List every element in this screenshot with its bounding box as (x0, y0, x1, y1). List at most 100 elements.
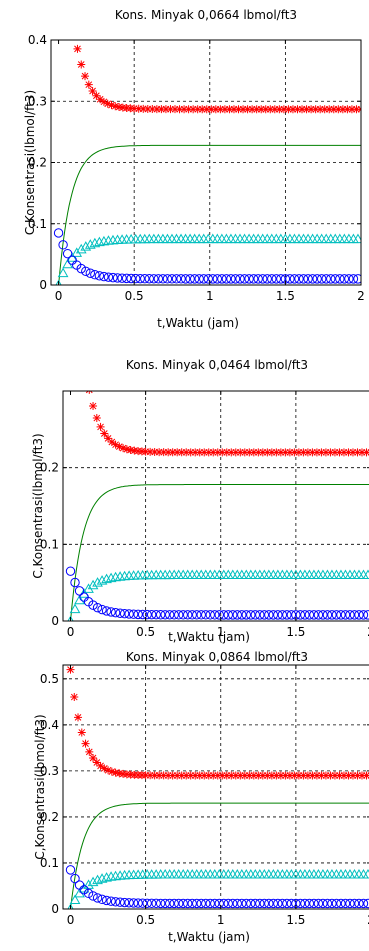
data-point-triangle (335, 569, 347, 579)
data-point-triangle (353, 569, 365, 579)
x-tick-label: 1.5 (276, 289, 295, 303)
x-tick-label: 0 (67, 625, 75, 639)
data-point-triangle (322, 569, 333, 579)
data-point-circle (126, 273, 136, 284)
data-point-circle (110, 607, 121, 618)
data-point-star (316, 105, 325, 114)
data-point-triangle (175, 233, 187, 244)
data-point-star (200, 448, 209, 457)
data-point-triangle (180, 233, 191, 244)
data-point-star (213, 448, 222, 457)
data-point-circle (153, 274, 164, 284)
data-point-triangle (204, 868, 216, 879)
x-tick-label: 1.5 (286, 625, 305, 639)
data-point-circle (70, 873, 80, 884)
data-point-triangle (198, 233, 210, 244)
data-point-circle (65, 566, 76, 576)
data-point-circle (271, 274, 282, 284)
data-point-circle (289, 274, 300, 284)
data-point-star (207, 105, 216, 114)
data-point-circle (230, 274, 241, 284)
data-point-triangle (236, 868, 248, 879)
data-point-circle (92, 602, 103, 613)
x-tick-label: 1.5 (286, 913, 305, 927)
data-point-star (148, 105, 157, 114)
data-point-star (173, 771, 182, 780)
data-point-triangle (150, 569, 162, 580)
data-point-circle (65, 865, 76, 875)
data-point-triangle (128, 869, 139, 879)
data-point-triangle (349, 569, 360, 579)
data-point-triangle (195, 569, 207, 580)
data-point-triangle (344, 569, 356, 579)
data-point-star (166, 105, 175, 114)
data-point-star (279, 105, 288, 114)
data-point-star (270, 105, 279, 114)
data-point-circle (101, 606, 112, 616)
data-point-triangle (263, 569, 275, 579)
data-point-triangle (267, 868, 279, 879)
data-point-star (146, 771, 155, 780)
data-point-triangle (362, 569, 369, 579)
data-point-triangle (344, 868, 356, 879)
data-point-star (89, 402, 98, 411)
data-point-star (96, 95, 105, 104)
y-axis-label: C,Konsentrasi(lbmol/ft3) (33, 714, 47, 859)
plot-area (53, 44, 361, 285)
data-point-star (146, 447, 155, 456)
data-point-triangle (352, 233, 361, 244)
data-point-triangle (331, 868, 342, 879)
data-point-circle (142, 609, 152, 620)
data-point-triangle (112, 234, 123, 244)
data-point-star (338, 105, 347, 114)
data-point-triangle (84, 239, 96, 249)
data-point-triangle (353, 868, 365, 879)
data-point-triangle (325, 233, 337, 244)
data-point-star (348, 771, 357, 780)
data-point-circle (151, 898, 161, 909)
data-point-star (92, 414, 101, 423)
data-point-star (85, 747, 94, 756)
data-point-triangle (266, 233, 278, 244)
chart-panel-1: Kons. Minyak 0,0664 lbmol/ft3 0 0.5 1 1.5 2 0 0… (23, 8, 365, 330)
data-point-star (317, 771, 326, 780)
data-point-triangle (349, 868, 360, 879)
data-point-triangle (230, 233, 241, 244)
data-point-triangle (272, 868, 284, 879)
y-tick-label: 0.1 (40, 537, 59, 551)
data-point-triangle (231, 569, 243, 580)
data-point-star (258, 448, 267, 457)
data-point-star (267, 448, 276, 457)
data-point-triangle (343, 233, 355, 244)
data-point-circle (282, 610, 292, 620)
x-tick-label: 0 (67, 913, 75, 927)
x-tick-label: 1 (217, 913, 225, 927)
data-point-triangle (295, 868, 306, 879)
data-point-triangle (340, 569, 351, 579)
data-point-star (211, 105, 220, 114)
data-point-star (245, 448, 254, 457)
data-point-circle (140, 274, 150, 284)
data-point-star (329, 105, 338, 114)
data-point-circle (137, 898, 148, 908)
data-point-star (249, 771, 258, 780)
data-point-star (275, 105, 284, 114)
data-point-star (81, 72, 90, 81)
data-point-circle (298, 274, 309, 284)
data-point-triangle (304, 868, 315, 879)
data-point-circle (244, 274, 254, 284)
data-point-star (312, 771, 321, 780)
data-point-circle (201, 898, 211, 909)
data-point-triangle (80, 241, 92, 251)
data-point-circle (110, 897, 121, 907)
data-point-triangle (243, 233, 255, 244)
data-point-circle (235, 274, 245, 284)
y-tick-label: 0.4 (40, 718, 59, 732)
data-point-star (111, 768, 120, 777)
data-point-triangle (275, 233, 287, 244)
x-tick-label: 1 (206, 289, 214, 303)
data-point-star (204, 771, 213, 780)
data-point-triangle (302, 233, 314, 244)
data-point-circle (316, 274, 327, 284)
x-tick-label: 0 (55, 289, 63, 303)
